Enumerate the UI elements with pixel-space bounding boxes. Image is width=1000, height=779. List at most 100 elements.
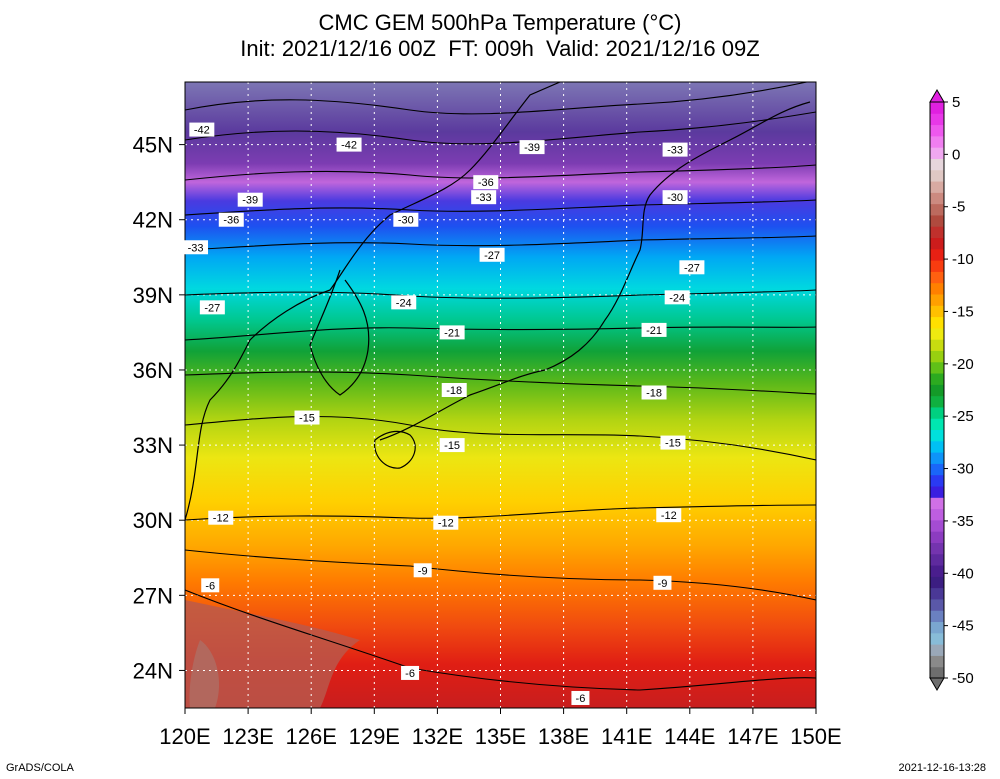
isotherm-label: -9	[418, 565, 428, 577]
isotherm-label-bg	[519, 140, 545, 155]
isotherm-label: -42	[341, 140, 357, 152]
colorbar-segment	[930, 361, 944, 374]
colorbar-segment	[930, 316, 944, 329]
isotherm-label-bg	[656, 508, 682, 523]
isotherm-label-bg	[433, 515, 459, 530]
colorbar-segment	[930, 373, 944, 385]
colorbar-segment	[930, 497, 944, 510]
colorbar-bottom-triangle	[929, 677, 945, 691]
colorbar-segment	[930, 452, 944, 464]
colorbar-segment	[930, 339, 944, 351]
colorbar-segment	[930, 565, 944, 577]
isotherm-label-bg	[218, 212, 244, 227]
lat-tick-label: 36N	[133, 358, 173, 383]
isotherm-label: -15	[665, 438, 681, 450]
isotherm-label: -27	[484, 250, 500, 262]
isotherm-label: -39	[242, 195, 258, 207]
isotherm-label: -27	[684, 262, 700, 274]
isotherm-label-bg	[336, 137, 362, 152]
isotherm-label: -18	[446, 385, 462, 397]
isotherm-label-bg	[413, 563, 432, 578]
isotherm-label-bg	[662, 190, 688, 205]
colorbar-top-triangle	[929, 89, 945, 103]
colorbar-segment	[930, 587, 944, 600]
isotherm-label-bg	[393, 212, 419, 227]
colorbar-segment	[930, 440, 944, 453]
colorbar-segment	[930, 486, 944, 498]
colorbar-label: -35	[952, 513, 974, 530]
isotherm-label-bg	[679, 260, 705, 275]
isotherm-label: -6	[205, 580, 215, 592]
colorbar-segment	[930, 305, 944, 318]
lat-tick-label: 24N	[133, 658, 173, 683]
isotherm-label: -6	[405, 668, 415, 680]
colorbar-segment	[930, 181, 944, 193]
isotherm-label: -15	[444, 440, 460, 452]
lat-axis: 45N 42N 39N 36N 33N 30N 27N 24N	[133, 133, 185, 683]
colorbar-segment	[930, 395, 944, 408]
colorbar-label: -50	[952, 670, 974, 687]
colorbar-segment	[930, 260, 944, 272]
isotherm-label: -30	[667, 192, 683, 204]
colorbar-segment	[930, 327, 944, 340]
isotherm-label-bg	[401, 665, 420, 680]
isotherm-label-bg	[662, 142, 688, 157]
colorbar-segment	[930, 169, 944, 182]
isotherm-label-bg	[183, 240, 209, 255]
isotherm-label: -15	[299, 413, 315, 425]
isotherm-label-bg	[391, 295, 417, 310]
colorbar-segment	[930, 463, 944, 476]
isotherm-label-bg	[571, 690, 590, 705]
isotherm-label: -18	[646, 387, 662, 399]
isotherm-label-bg	[439, 438, 465, 453]
colorbar-segment	[930, 271, 944, 284]
isotherm-label: -33	[667, 145, 683, 157]
isotherm-label-bg	[471, 190, 497, 205]
isotherm-label-bg	[473, 175, 499, 190]
colorbar-label: -45	[952, 618, 974, 635]
coastline-continent	[185, 82, 561, 521]
colorbar-segment	[930, 418, 944, 431]
colorbar-label: -15	[952, 303, 974, 320]
colorbar-label: 5	[952, 94, 960, 111]
colorbar-segment	[930, 632, 944, 645]
isotherm-label: -12	[213, 513, 229, 525]
colorbar-segment	[930, 237, 944, 250]
colorbar-segment	[930, 655, 944, 668]
colorbar-label: -40	[952, 565, 974, 582]
isotherm-label: -6	[576, 693, 586, 705]
chart-subtitle: Init: 2021/12/16 00Z FT: 009h Valid: 202…	[240, 36, 760, 61]
colorbar-segment	[930, 610, 944, 623]
colorbar: 5 0 -5 -10 -15 -20 -25 -30 -35 -40 -45 -50	[929, 89, 974, 691]
isotherm-label: -42	[194, 125, 210, 137]
isotherm-label-bg	[199, 300, 225, 315]
isotherm-label-bg	[660, 435, 686, 450]
warm-brown-region	[185, 600, 360, 708]
coastline-japan	[379, 101, 811, 441]
chart-title: CMC GEM 500hPa Temperature (°C)	[318, 10, 682, 35]
taiwan-region	[189, 640, 220, 708]
isotherm-label: -12	[661, 510, 677, 522]
lon-tick-label: 135E	[475, 724, 526, 749]
isotherm-label: -39	[524, 142, 540, 154]
colorbar-segment	[930, 621, 944, 634]
coastline-kyushu	[373, 430, 416, 469]
isotherm-contours	[185, 82, 816, 691]
lon-gridlines	[185, 82, 816, 708]
colorbar-segment	[930, 666, 944, 679]
colorbar-segment	[930, 598, 944, 611]
isotherm-label: -36	[223, 215, 239, 227]
isotherm-label: -36	[478, 177, 494, 189]
lon-tick-label: 126E	[286, 724, 337, 749]
colorbar-frame	[929, 101, 945, 679]
colorbar-segment	[930, 135, 944, 148]
lon-tick-label: 150E	[790, 724, 841, 749]
lat-tick-label: 33N	[133, 433, 173, 458]
colorbar-segment	[930, 248, 944, 261]
isotherm-label-bg	[641, 322, 667, 337]
footer-credit: GrADS/COLA	[6, 762, 74, 774]
isotherm-label: -27	[204, 302, 220, 314]
colorbar-segment	[930, 102, 944, 114]
colorbar-segment	[930, 531, 944, 543]
